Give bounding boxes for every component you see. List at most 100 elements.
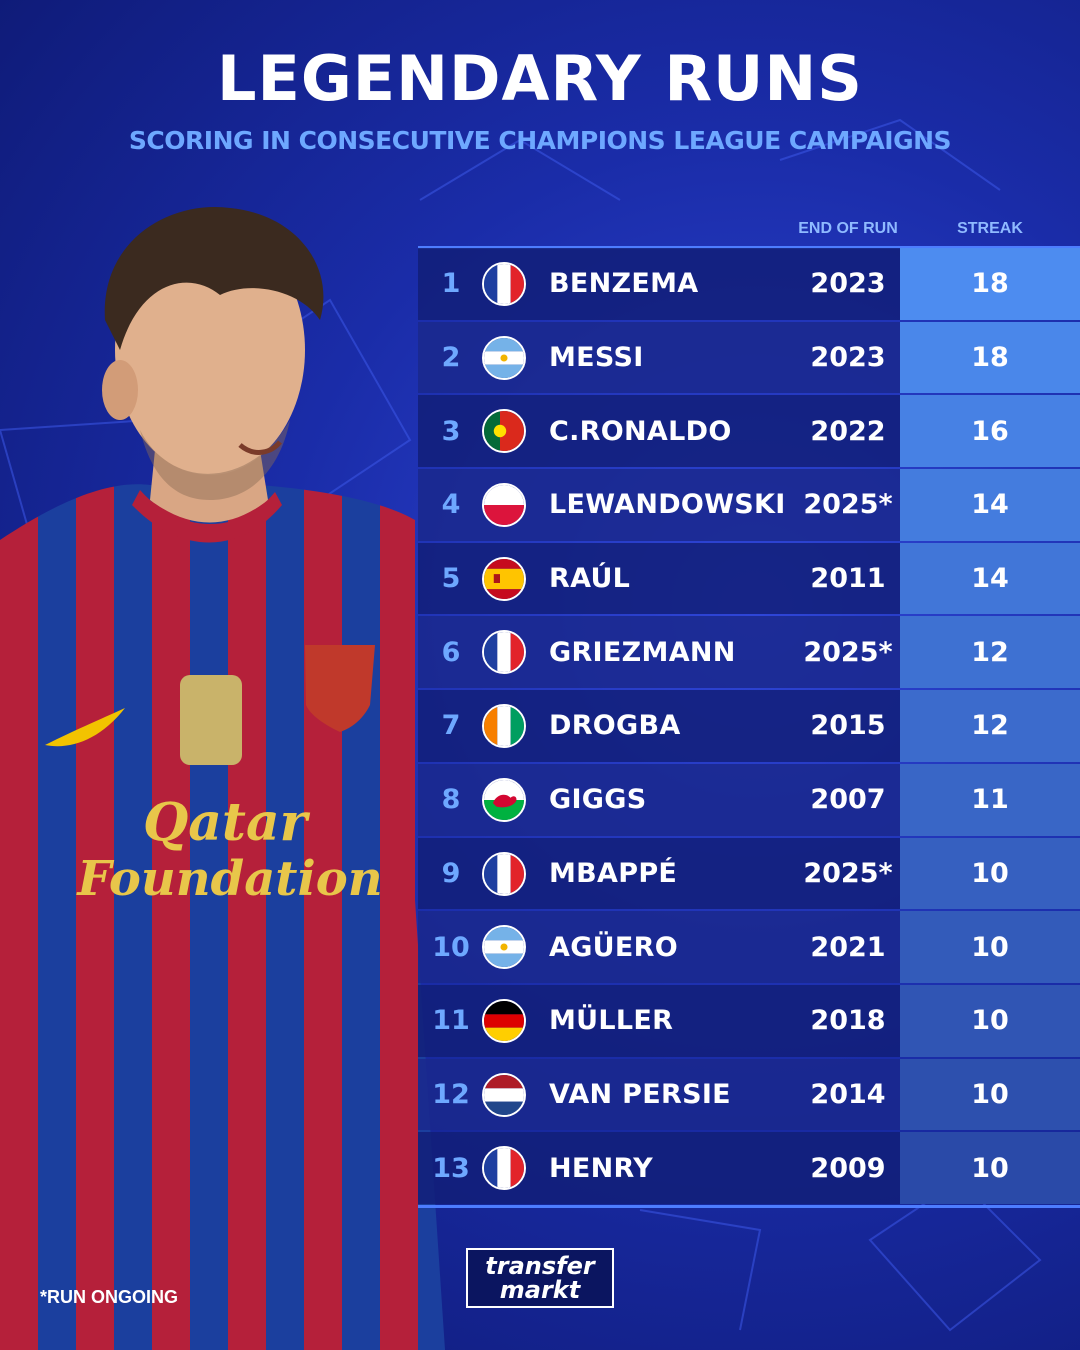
- row-player-name: BENZEMA: [549, 268, 699, 300]
- row-streak-cell: 10: [900, 984, 1080, 1057]
- germany-flag-icon: [482, 998, 526, 1043]
- page-subtitle: SCORING IN CONSECUTIVE CHAMPIONS LEAGUE …: [128, 126, 952, 155]
- row-rank: 8: [441, 784, 461, 816]
- row-main-cell: 6 GRIEZMANN 2025*: [418, 616, 900, 689]
- row-streak-cell: 10: [900, 911, 1080, 983]
- row-streak-value: 10: [971, 1152, 1009, 1184]
- table-row: 13 HENRY 2009 10: [418, 1132, 1080, 1204]
- row-streak-value: 14: [971, 489, 1009, 521]
- table-top-divider: [418, 246, 1080, 249]
- poland-flag-icon: [482, 483, 526, 528]
- row-streak-value: 10: [971, 1005, 1009, 1037]
- portugal-flag-icon: [482, 409, 526, 454]
- row-streak-cell: 11: [900, 763, 1080, 836]
- row-rank: 7: [441, 710, 461, 742]
- ranking-table: 1 BENZEMA 2023 18 2 MESSI 2023 18 3 C.RO…: [418, 248, 1080, 1206]
- row-main-cell: 13 HENRY 2009: [418, 1132, 900, 1204]
- column-header-streak: STREAK: [957, 220, 1023, 237]
- row-streak-value: 16: [971, 415, 1009, 447]
- row-main-cell: 10 AGÜERO 2021: [418, 911, 900, 983]
- row-streak-value: 14: [971, 563, 1009, 595]
- footnote: *RUN ONGOING: [40, 1287, 179, 1307]
- row-end-of-run: 2018: [810, 1005, 886, 1037]
- row-streak-cell: 12: [900, 690, 1080, 762]
- row-streak-value: 10: [971, 1078, 1009, 1110]
- row-main-cell: 7 DROGBA 2015: [418, 690, 900, 762]
- row-end-of-run: 2015: [810, 710, 886, 742]
- row-rank: 1: [441, 268, 461, 300]
- row-streak-cell: 14: [900, 469, 1080, 541]
- column-header-end-of-run: END OF RUN: [798, 220, 898, 237]
- row-player-name: LEWANDOWSKI: [549, 489, 786, 521]
- row-main-cell: 2 MESSI 2023: [418, 321, 900, 394]
- france-flag-icon: [482, 1146, 526, 1191]
- row-streak-cell: 10: [900, 837, 1080, 910]
- row-player-name: DROGBA: [549, 710, 681, 742]
- row-player-name: MESSI: [549, 342, 644, 374]
- row-rank: 6: [441, 636, 461, 668]
- row-end-of-run: 2011: [810, 563, 886, 595]
- row-end-of-run: 2025*: [803, 857, 893, 889]
- row-player-name: GRIEZMANN: [549, 636, 736, 668]
- row-player-name: C.RONALDO: [549, 415, 732, 447]
- row-main-cell: 9 MBAPPÉ 2025*: [418, 837, 900, 910]
- table-row: 8 GIGGS 2007 11: [418, 763, 1080, 836]
- france-flag-icon: [482, 630, 526, 675]
- row-main-cell: 4 LEWANDOWSKI 2025*: [418, 469, 900, 541]
- row-main-cell: 8 GIGGS 2007: [418, 763, 900, 836]
- row-rank: 9: [441, 857, 461, 889]
- row-end-of-run: 2025*: [803, 636, 893, 668]
- row-end-of-run: 2023: [810, 342, 886, 374]
- table-row: 2 MESSI 2023 18: [418, 321, 1080, 394]
- row-streak-cell: 14: [900, 542, 1080, 615]
- logo-line2: markt: [499, 1276, 581, 1304]
- row-streak-value: 11: [971, 784, 1009, 816]
- shirt-sponsor-line2: Foundation: [75, 851, 382, 907]
- row-streak-value: 18: [971, 268, 1009, 300]
- row-end-of-run: 2022: [810, 415, 886, 447]
- table-row: 12 VAN PERSIE 2014 10: [418, 1058, 1080, 1131]
- row-player-name: VAN PERSIE: [549, 1078, 731, 1110]
- row-streak-value: 10: [971, 857, 1009, 889]
- logo-line1: transfer: [485, 1252, 595, 1280]
- row-streak-cell: 10: [900, 1058, 1080, 1131]
- row-main-cell: 5 RAÚL 2011: [418, 542, 900, 615]
- row-player-name: AGÜERO: [549, 931, 678, 963]
- shirt-sponsor-line1: Qatar: [143, 792, 311, 853]
- row-main-cell: 12 VAN PERSIE 2014: [418, 1058, 900, 1131]
- row-rank: 4: [441, 489, 461, 521]
- row-end-of-run: 2014: [810, 1078, 886, 1110]
- table-bottom-divider: [418, 1205, 1080, 1208]
- row-streak-value: 12: [971, 636, 1009, 668]
- row-rank: 2: [441, 342, 461, 374]
- row-rank: 5: [441, 563, 461, 595]
- table-row: 11 MÜLLER 2018 10: [418, 984, 1080, 1057]
- row-streak-cell: 16: [900, 395, 1080, 468]
- row-player-name: HENRY: [549, 1152, 654, 1184]
- page-title: LEGENDARY RUNS: [217, 42, 863, 115]
- fifa-badge-icon: [180, 675, 242, 765]
- row-end-of-run: 2009: [810, 1152, 886, 1184]
- netherlands-flag-icon: [482, 1072, 526, 1117]
- brand-swoosh-icon: [45, 708, 125, 747]
- row-end-of-run: 2007: [810, 784, 886, 816]
- club-crest-icon: [305, 645, 375, 732]
- row-end-of-run: 2023: [810, 268, 886, 300]
- table-row: 9 MBAPPÉ 2025* 10: [418, 837, 1080, 910]
- table-row: 6 GRIEZMANN 2025* 12: [418, 616, 1080, 689]
- row-streak-cell: 12: [900, 616, 1080, 689]
- row-player-name: MÜLLER: [549, 1005, 674, 1037]
- row-rank: 13: [432, 1152, 470, 1184]
- row-streak-value: 10: [971, 931, 1009, 963]
- row-player-name: MBAPPÉ: [549, 857, 678, 889]
- row-streak-cell: 18: [900, 248, 1080, 320]
- row-end-of-run: 2025*: [803, 489, 893, 521]
- france-flag-icon: [482, 262, 526, 306]
- france-flag-icon: [482, 851, 526, 896]
- row-streak-value: 12: [971, 710, 1009, 742]
- row-streak-value: 18: [971, 342, 1009, 374]
- row-streak-cell: 10: [900, 1132, 1080, 1204]
- transfermarkt-logo: transfer markt: [466, 1248, 614, 1308]
- row-rank: 11: [432, 1005, 470, 1037]
- row-player-name: GIGGS: [549, 784, 647, 816]
